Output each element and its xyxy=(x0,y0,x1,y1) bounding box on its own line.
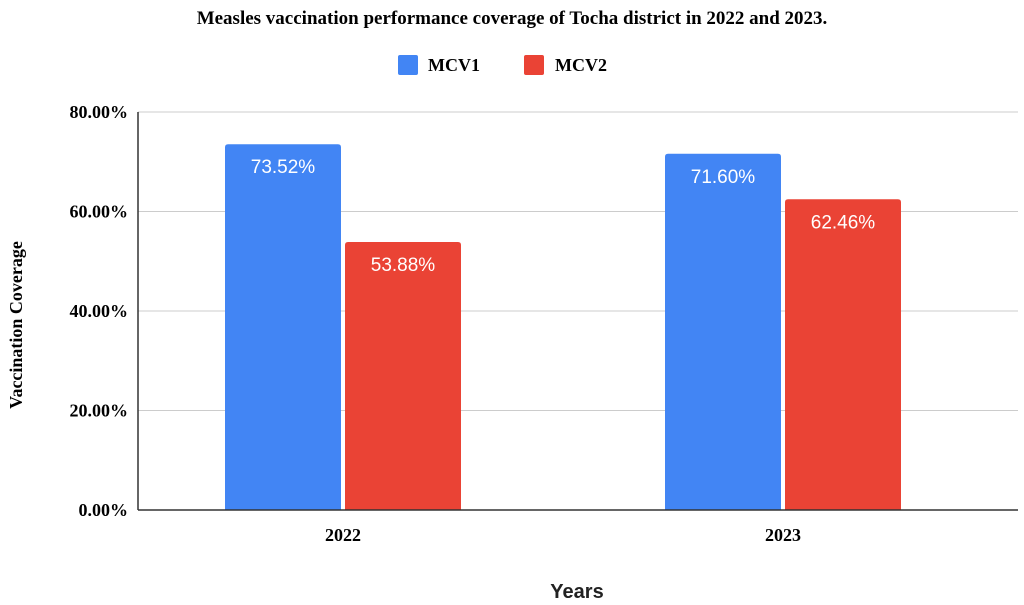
y-axis-ticks: 0.00% 20.00% 40.00% 60.00% 80.00% xyxy=(70,102,129,520)
y-tick-label: 60.00% xyxy=(70,202,129,222)
y-axis-title: Vaccination Coverage xyxy=(6,241,26,409)
chart-title: Measles vaccination performance coverage… xyxy=(197,8,828,29)
y-tick-label: 0.00% xyxy=(79,500,129,520)
legend-swatch-mcv1 xyxy=(398,55,418,75)
bars xyxy=(225,144,901,511)
bar-mcv2-2022 xyxy=(345,241,461,510)
data-label: 71.60% xyxy=(691,167,756,188)
legend-label-mcv2: MCV2 xyxy=(555,55,607,75)
x-tick-label: 2022 xyxy=(325,525,361,545)
legend-swatch-mcv2 xyxy=(524,55,544,75)
y-tick-label: 20.00% xyxy=(70,401,129,421)
bar-mcv2-2023 xyxy=(785,199,901,510)
y-tick-label: 40.00% xyxy=(70,301,129,321)
x-axis-ticks: 2022 2023 xyxy=(325,525,801,545)
y-tick-label: 80.00% xyxy=(70,102,129,122)
legend-item-mcv2: MCV2 xyxy=(524,55,607,75)
legend: MCV1 MCV2 xyxy=(398,55,607,75)
x-tick-label: 2023 xyxy=(765,525,801,545)
bar-mcv1-2022 xyxy=(225,144,341,510)
data-label: 62.46% xyxy=(811,212,876,233)
legend-label-mcv1: MCV1 xyxy=(428,55,480,75)
data-labels: 73.52% 53.88% 71.60% 62.46% xyxy=(251,157,876,276)
legend-item-mcv1: MCV1 xyxy=(398,55,480,75)
data-label: 73.52% xyxy=(251,157,316,178)
data-label: 53.88% xyxy=(371,255,436,276)
bar-mcv1-2023 xyxy=(665,153,781,511)
x-axis-title: Years xyxy=(550,581,603,603)
